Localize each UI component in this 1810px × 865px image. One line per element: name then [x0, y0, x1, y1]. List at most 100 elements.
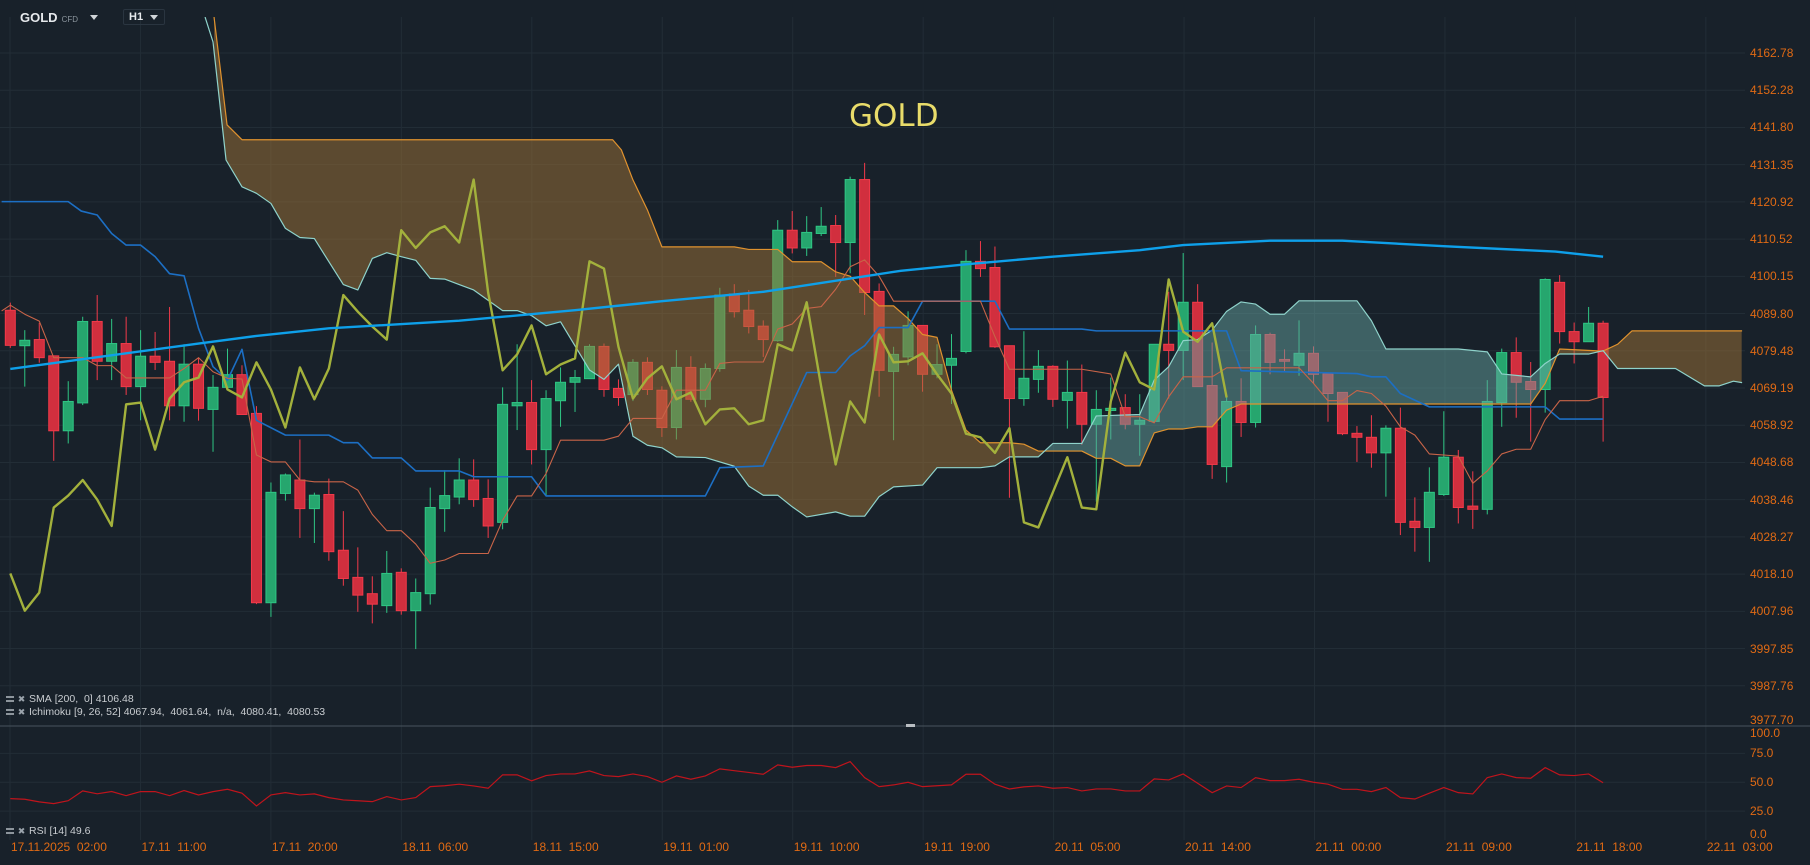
price-axis-label: 4028.27	[1750, 529, 1794, 544]
candle-body	[1597, 322, 1609, 398]
candle-body	[106, 343, 118, 362]
candle-body	[1467, 505, 1479, 510]
candle-body	[193, 363, 205, 409]
candle-bearish	[1076, 364, 1088, 445]
senkou-span-b-line	[204, 17, 1743, 518]
candle-body	[77, 320, 89, 404]
candle-body	[308, 494, 320, 510]
price-axis-label: 3997.85	[1750, 641, 1794, 656]
candle-bullish	[1438, 411, 1450, 496]
rsi-axis-label: 75.0	[1750, 746, 1774, 761]
candle-body	[48, 355, 60, 432]
candle-bearish	[337, 511, 349, 586]
candle-body	[989, 267, 1001, 348]
candle-body	[801, 231, 813, 249]
kijun-sen-line	[1, 200, 1604, 497]
candle-body	[265, 491, 277, 604]
price-axis-label: 4048.68	[1750, 455, 1794, 470]
candle-bearish	[149, 331, 161, 370]
candle-bullish	[279, 473, 291, 501]
candle-bullish	[207, 375, 219, 452]
candle-body	[1539, 278, 1551, 391]
legend-sma-name: SMA	[29, 693, 52, 705]
legend-rsi: ✖ RSI [14] 49.6	[6, 825, 90, 837]
candle-bullish	[424, 487, 436, 605]
candle-bullish	[1061, 360, 1073, 429]
settings-menu-icon[interactable]	[6, 709, 14, 715]
candle-bullish	[453, 458, 465, 505]
cloud-bullish-area	[1045, 300, 1558, 466]
candle-bearish	[1003, 345, 1015, 498]
candle-body	[381, 572, 393, 607]
timeframe-selector[interactable]: H1	[123, 9, 165, 25]
settings-menu-icon[interactable]	[6, 828, 14, 834]
price-axis-label: 4079.48	[1750, 343, 1794, 358]
candle-bearish	[4, 302, 16, 348]
candle-bearish	[1597, 320, 1609, 442]
candle-body	[4, 309, 16, 346]
candle-bullish	[19, 330, 31, 387]
legend-ichimoku-params: [9, 26, 52]	[74, 706, 121, 718]
time-axis-label: 17.11 11:00	[141, 840, 207, 854]
rsi-axis-label: 50.0	[1750, 775, 1774, 790]
candle-bearish	[193, 358, 205, 421]
time-axis-label: 21.11 18:00	[1576, 840, 1643, 854]
candle-body	[149, 355, 161, 363]
candle-bearish	[526, 380, 538, 465]
price-axis-label: 4152.28	[1750, 83, 1794, 98]
candle-body	[1380, 427, 1392, 454]
price-axis-label: 4120.92	[1750, 194, 1794, 209]
legend-rsi-params: [14]	[49, 825, 68, 837]
candle-body	[830, 225, 842, 244]
price-axis-label: 3987.76	[1750, 678, 1794, 693]
candle-body	[1583, 322, 1595, 343]
candle-bearish	[830, 215, 842, 277]
candle-body	[497, 403, 509, 523]
candle-body	[91, 320, 103, 362]
candle-body	[844, 179, 856, 244]
candle-body	[1452, 456, 1464, 509]
candle-bearish	[250, 406, 262, 605]
candle-bearish	[612, 379, 624, 406]
time-axis-label: 17.11.2025 02:00	[11, 840, 107, 854]
candle-body	[815, 225, 827, 234]
candle-body	[1061, 391, 1073, 401]
price-axis-label: 4007.96	[1750, 604, 1794, 619]
sma-200-line	[10, 239, 1604, 371]
pane-resize-handle[interactable]	[906, 724, 915, 727]
instrument-type: CFD	[61, 15, 79, 24]
candle-body	[974, 260, 986, 270]
candle-bearish	[1351, 426, 1363, 462]
candle-bearish	[294, 439, 306, 538]
candle-body	[178, 363, 190, 407]
price-axis-label: 4018.10	[1750, 567, 1794, 582]
time-axis-label: 18.11 06:00	[402, 840, 469, 854]
time-axis-label: 17.11 20:00	[271, 840, 338, 854]
candle-bearish	[974, 241, 986, 277]
price-axis-label: 4162.78	[1750, 46, 1794, 60]
symbol-selector[interactable]: GOLD CFD	[20, 10, 99, 25]
close-icon[interactable]: ✖	[17, 826, 26, 836]
candle-body	[526, 402, 538, 451]
price-axis-label: 4110.52	[1750, 232, 1793, 247]
candle-body	[164, 360, 176, 407]
candle-bullish	[540, 390, 552, 496]
timeframe-value: H1	[129, 11, 144, 23]
ichimoku-cloud	[214, 17, 1742, 517]
price-axis-label: 4089.80	[1750, 306, 1794, 321]
close-icon[interactable]: ✖	[17, 694, 26, 704]
candle-body	[439, 495, 451, 510]
candle-bearish	[1554, 275, 1566, 344]
rsi-axis-label: 100.0	[1750, 726, 1781, 740]
close-icon[interactable]: ✖	[17, 707, 26, 717]
candle-body	[33, 339, 45, 359]
time-axis-label: 19.11 10:00	[793, 840, 860, 854]
indicator-lines	[1, 17, 1743, 612]
settings-menu-icon[interactable]	[6, 696, 14, 702]
candle-bullish	[497, 387, 509, 530]
candle-body	[135, 355, 147, 388]
time-axis-label: 21.11 00:00	[1315, 840, 1382, 854]
candle-body	[19, 339, 31, 347]
candle-body	[540, 398, 552, 451]
